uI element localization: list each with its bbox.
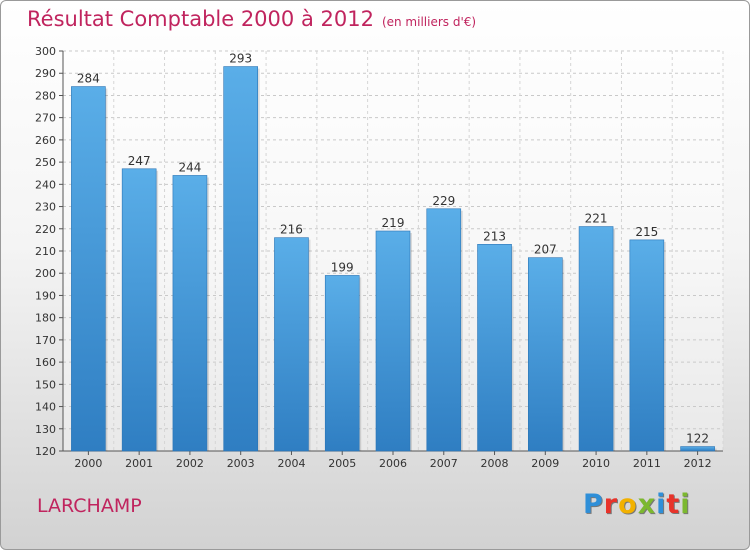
data-label: 244	[178, 160, 201, 174]
data-label: 199	[331, 260, 354, 274]
y-tick-label: 180	[35, 312, 56, 325]
logo-letter: P	[583, 489, 604, 520]
y-tick-label: 160	[35, 356, 56, 369]
data-label: 219	[382, 216, 405, 230]
y-tick-label: 170	[35, 334, 56, 347]
logo-letter: x	[637, 489, 657, 520]
x-tick-label: 2001	[125, 457, 153, 470]
data-label: 229	[432, 194, 455, 208]
y-tick-label: 290	[35, 67, 56, 80]
bar	[274, 237, 309, 452]
y-tick-label: 270	[35, 112, 56, 125]
logo-letter: i	[656, 489, 667, 520]
bar	[629, 239, 665, 452]
x-tick-label: 2000	[74, 457, 102, 470]
x-tick-label: 2009	[531, 457, 559, 470]
y-tick-label: 130	[35, 423, 56, 436]
data-label: 284	[77, 72, 100, 86]
y-tick-label: 260	[35, 134, 56, 147]
x-tick-label: 2002	[176, 457, 204, 470]
y-tick-label: 150	[35, 378, 56, 391]
y-tick-label: 280	[35, 89, 56, 102]
bar	[223, 66, 258, 452]
x-tick-label: 2008	[481, 457, 509, 470]
data-label: 215	[635, 225, 658, 239]
data-label: 221	[585, 212, 608, 226]
bar	[375, 230, 411, 452]
y-tick-label: 300	[35, 45, 56, 58]
data-label: 213	[483, 229, 506, 243]
data-label: 293	[229, 52, 252, 66]
bar	[172, 175, 208, 452]
logo-letter: r	[603, 489, 619, 520]
bar	[71, 86, 106, 452]
x-tick-label: 2006	[379, 457, 407, 470]
y-tick-label: 240	[35, 178, 56, 191]
title-text: Résultat Comptable 2000 à 2012	[27, 7, 374, 31]
chart-subtitle: (en milliers d'€)	[381, 15, 477, 29]
data-label: 216	[280, 223, 303, 237]
proxiti-logo: Proxiti	[583, 489, 691, 520]
bar	[426, 208, 462, 452]
bar	[680, 446, 715, 452]
y-tick-label: 220	[35, 223, 56, 236]
y-tick-label: 140	[35, 401, 56, 414]
y-tick-label: 120	[35, 445, 56, 458]
bar	[528, 257, 563, 452]
location-name: LARCHAMP	[37, 495, 142, 517]
x-tick-label: 2010	[582, 457, 610, 470]
bars	[71, 66, 717, 452]
logo-letter: o	[618, 489, 638, 520]
y-tick-label: 210	[35, 245, 56, 258]
bar	[121, 168, 157, 452]
y-tick-label: 250	[35, 156, 56, 169]
x-tick-label: 2011	[633, 457, 661, 470]
x-tick-label: 2003	[227, 457, 255, 470]
x-tick-label: 2007	[430, 457, 458, 470]
x-tick-label: 2005	[328, 457, 356, 470]
x-tick-label: 2004	[277, 457, 305, 470]
y-tick-label: 230	[35, 201, 56, 214]
data-label: 207	[534, 243, 557, 257]
bar	[578, 226, 614, 452]
bar	[477, 244, 512, 452]
data-label: 247	[128, 154, 151, 168]
x-tick-label: 2012	[684, 457, 712, 470]
y-tick-label: 200	[35, 267, 56, 280]
bar	[324, 275, 360, 452]
labels: 120 130 140 150 160 170 180 190 200 210 220 230 240 2…	[35, 45, 712, 470]
chart-title: Résultat Comptable 2000 à 2012 (en millie…	[27, 7, 476, 31]
y-tick-label: 190	[35, 289, 56, 302]
logo-letter: t	[666, 489, 681, 520]
data-label: 122	[686, 432, 709, 446]
logo-letter: i	[680, 489, 691, 520]
